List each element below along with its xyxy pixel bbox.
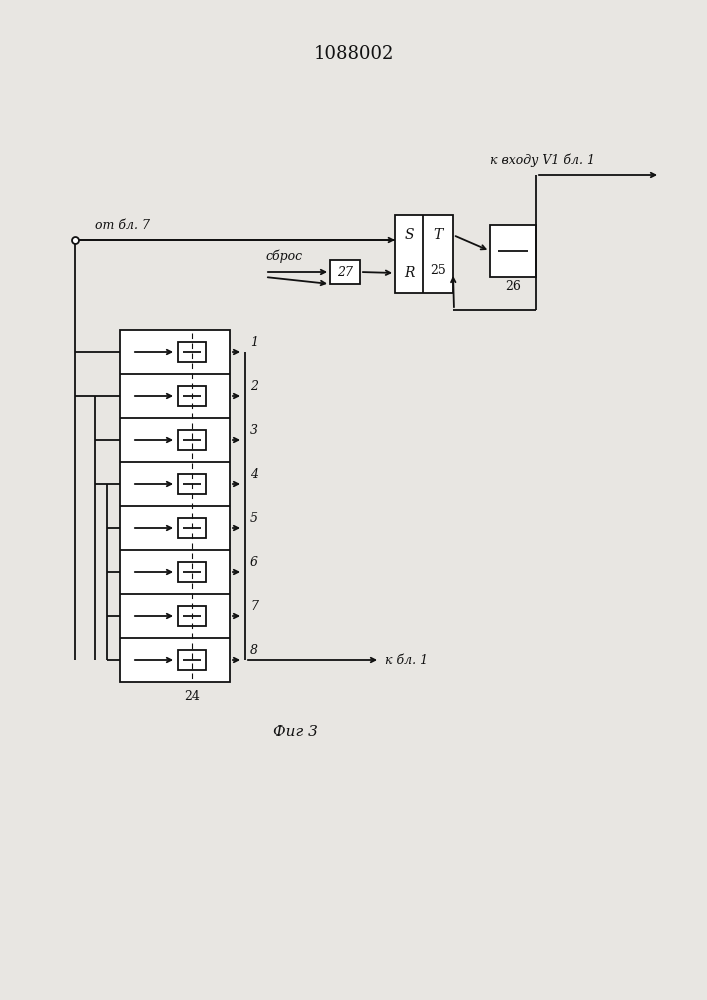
Text: 27: 27 [337,265,353,278]
Text: 25: 25 [430,263,446,276]
Text: 1: 1 [250,336,258,349]
Bar [330,260,360,284]
Text: к входу V1 бл. 1: к входу V1 бл. 1 [490,153,595,167]
Text: R: R [404,266,414,280]
Text: 2: 2 [250,380,258,393]
Text: 8: 8 [250,644,258,657]
Text: сброс: сброс [265,249,302,263]
Text: 5: 5 [250,512,258,525]
Text: 26: 26 [505,280,521,294]
Text: T: T [433,228,443,242]
Bar [178,430,206,450]
Text: 1088002: 1088002 [314,45,395,63]
Bar [178,650,206,670]
Text: Фиг 3: Фиг 3 [273,725,317,739]
Text: 7: 7 [250,600,258,613]
Text: S: S [404,228,414,242]
Text: 4: 4 [250,468,258,481]
Bar [178,386,206,406]
Bar [178,342,206,362]
Bar [178,474,206,494]
Bar [178,606,206,626]
Bar [178,518,206,538]
Bar [120,330,230,682]
Text: 6: 6 [250,556,258,569]
Text: от бл. 7: от бл. 7 [95,219,150,232]
Text: 24: 24 [184,690,200,702]
Bar [395,215,453,293]
Bar [490,225,536,277]
Bar [178,562,206,582]
Text: 3: 3 [250,424,258,437]
Text: к бл. 1: к бл. 1 [385,654,428,666]
